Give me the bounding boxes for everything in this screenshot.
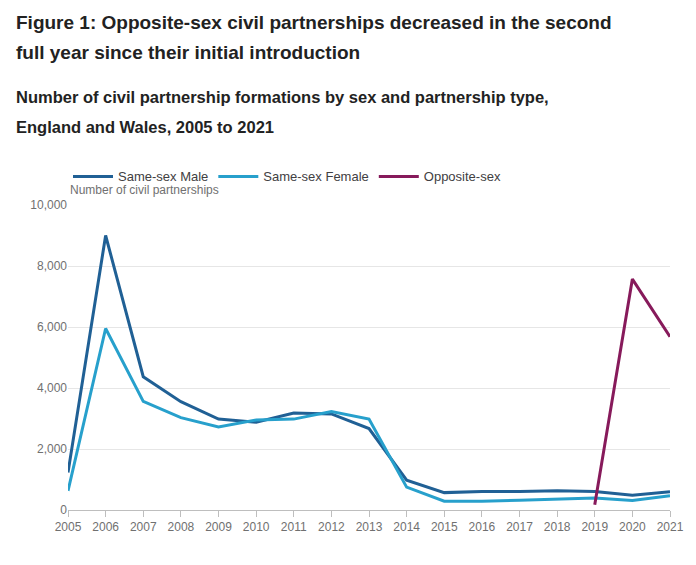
svg-text:2005: 2005 bbox=[55, 520, 82, 534]
svg-text:2019: 2019 bbox=[581, 520, 608, 534]
svg-text:2012: 2012 bbox=[318, 520, 345, 534]
svg-text:Number of civil partnerships: Number of civil partnerships bbox=[70, 183, 219, 197]
svg-text:2018: 2018 bbox=[544, 520, 571, 534]
svg-text:2014: 2014 bbox=[393, 520, 420, 534]
svg-text:2007: 2007 bbox=[130, 520, 157, 534]
svg-text:2008: 2008 bbox=[168, 520, 195, 534]
svg-text:8,000: 8,000 bbox=[37, 259, 67, 273]
svg-text:10,000: 10,000 bbox=[30, 198, 67, 212]
svg-text:2013: 2013 bbox=[356, 520, 383, 534]
svg-text:Same-sex Male: Same-sex Male bbox=[118, 169, 208, 184]
svg-text:2021: 2021 bbox=[657, 520, 684, 534]
svg-text:2011: 2011 bbox=[281, 520, 307, 534]
svg-text:2006: 2006 bbox=[92, 520, 119, 534]
svg-text:6,000: 6,000 bbox=[37, 320, 67, 334]
svg-text:2020: 2020 bbox=[619, 520, 646, 534]
svg-text:2010: 2010 bbox=[243, 520, 270, 534]
svg-text:0: 0 bbox=[60, 503, 67, 517]
svg-text:2009: 2009 bbox=[205, 520, 232, 534]
svg-text:4,000: 4,000 bbox=[37, 381, 67, 395]
svg-text:Same-sex Female: Same-sex Female bbox=[263, 169, 368, 184]
html-text:Figure 1: Opposite-sex civil p: Figure 1: Opposite-sex civil partnership… bbox=[16, 12, 612, 63]
html-text:Number of civil partnership fo: Number of civil partnership formations b… bbox=[16, 88, 549, 136]
svg-text:Opposite-sex: Opposite-sex bbox=[424, 169, 501, 184]
svg-text:2015: 2015 bbox=[431, 520, 458, 534]
svg-text:2017: 2017 bbox=[506, 520, 533, 534]
svg-text:2,000: 2,000 bbox=[37, 442, 67, 456]
svg-text:2016: 2016 bbox=[469, 520, 496, 534]
